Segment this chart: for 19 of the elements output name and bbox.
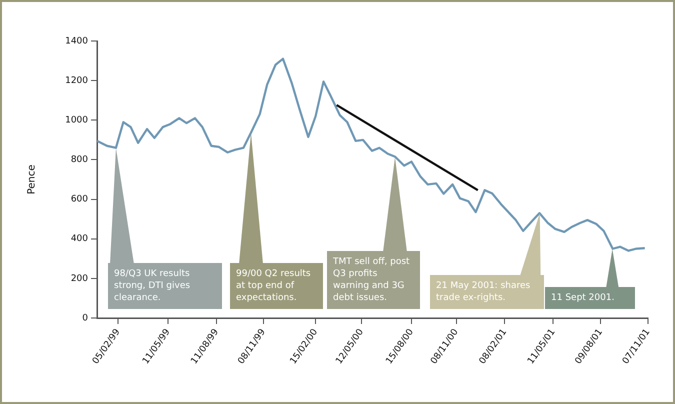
y-tick-label: 800	[70, 155, 88, 166]
callout: 98/Q3 UK results strong, DTI gives clearance.	[108, 148, 222, 309]
y-tick-label: 1200	[65, 76, 88, 86]
annotation: 98/Q3 UK results strong, DTI gives clearance.	[108, 262, 222, 309]
callout: 11 Sept 2001.	[545, 248, 635, 309]
y-axis-title: Pence	[26, 164, 38, 194]
callout: TMT sell off, post Q3 profits warning and 3G debt issues.	[327, 156, 420, 309]
y-tick-label: 200	[70, 274, 88, 284]
callout: 21 May 2001: shares trade ex-rights.	[430, 213, 544, 309]
y-tick-label: 600	[70, 194, 88, 205]
annotation: 21 May 2001: shares trade ex-rights.	[430, 274, 544, 309]
annotation: 99/00 Q2 results at top end of expectations.	[230, 262, 323, 309]
annotation: TMT sell off, post Q3 profits warning and 3G debt issues.	[327, 250, 420, 309]
y-tick-label: 1000	[65, 115, 88, 126]
callout: 99/00 Q2 results at top end of expectations.	[230, 133, 323, 309]
y-tick-label: 1400	[65, 36, 88, 46]
y-tick-label: 400	[70, 234, 88, 244]
annotation: 11 Sept 2001.	[545, 287, 635, 309]
y-tick-label: 0	[82, 313, 88, 324]
